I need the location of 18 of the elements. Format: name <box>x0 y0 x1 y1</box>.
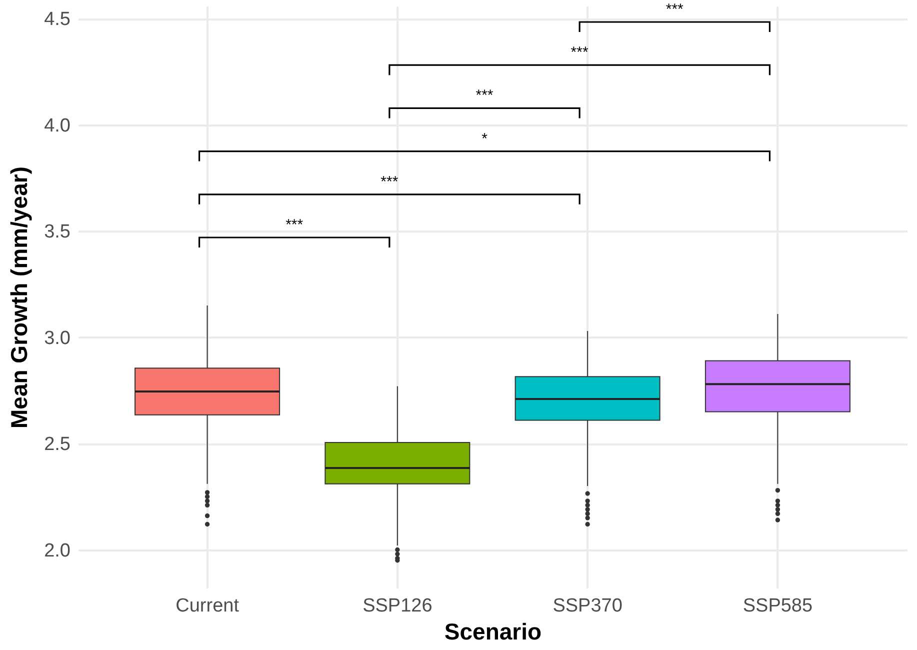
x-tick-label: SSP370 <box>552 596 622 616</box>
y-tick-label: 2.5 <box>44 434 70 456</box>
y-tick-label: 2.0 <box>44 540 70 562</box>
x-tick-label: SSP126 <box>362 596 432 616</box>
y-tick-label: 3.5 <box>44 222 70 243</box>
y-axis-title: Mean Growth (mm/year) <box>6 166 32 428</box>
annotation: *** <box>476 87 494 104</box>
annotation: *** <box>666 1 684 18</box>
annotation: *** <box>380 173 398 190</box>
y-tick-label: 4.0 <box>44 115 70 136</box>
annotation: *** <box>570 44 588 62</box>
annotation: * <box>482 130 488 148</box>
y-tick-label: 3.0 <box>44 328 70 349</box>
y-tick-label: 4.5 <box>44 9 70 30</box>
x-tick-label: Current <box>176 596 240 616</box>
x-tick-label: SSP585 <box>742 596 813 616</box>
x-axis-title: Scenario <box>444 618 542 644</box>
annotation: *** <box>286 216 304 234</box>
